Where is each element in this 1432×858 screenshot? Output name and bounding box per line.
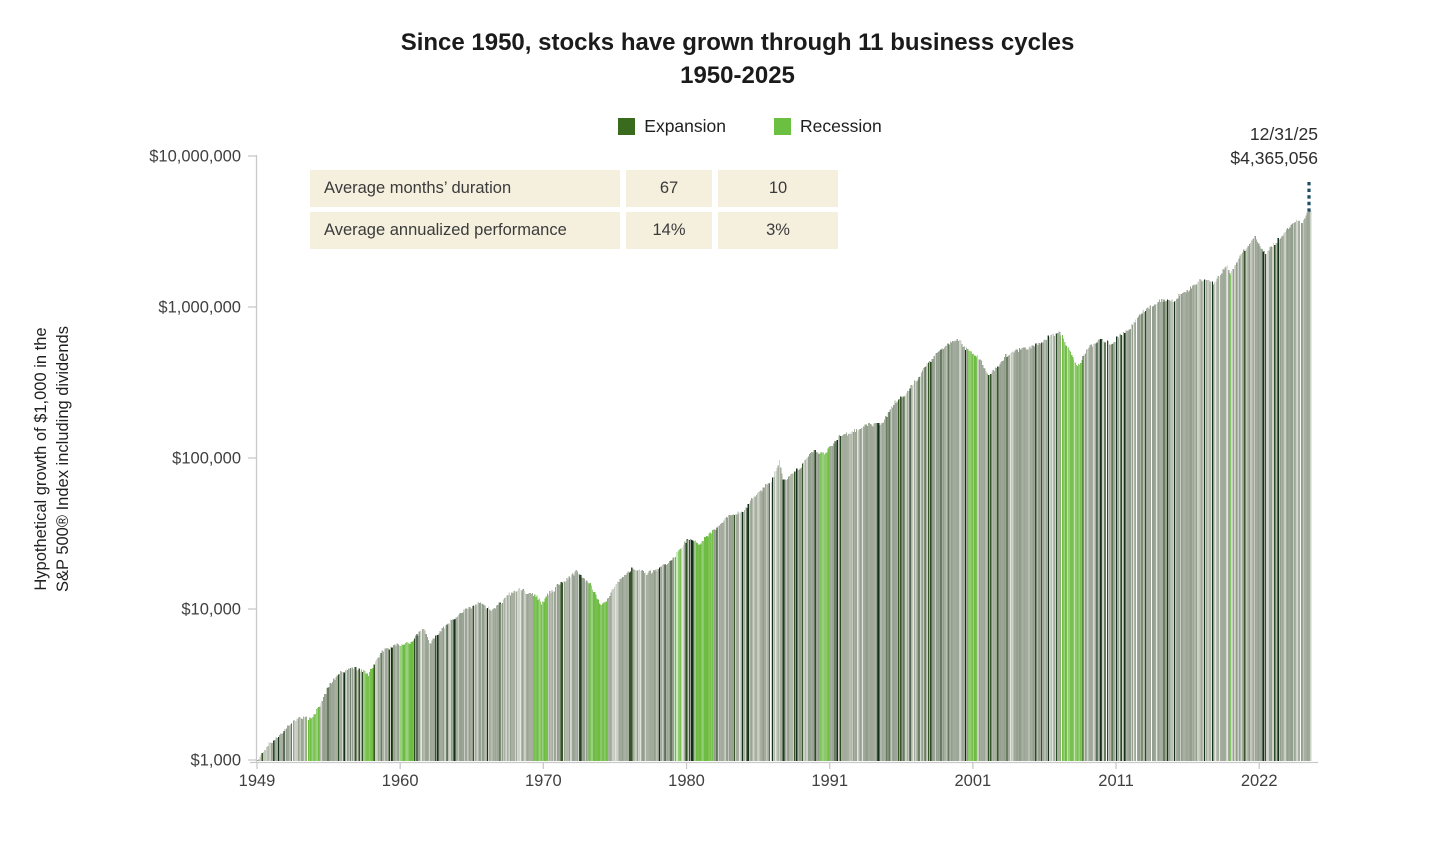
stats-performance-recession: 3% (718, 212, 838, 249)
chart-title-line1: Since 1950, stocks have grown through 11… (400, 29, 1075, 56)
y-tick-label: $10,000 (181, 601, 241, 619)
legend-item-expansion: Expansion (618, 116, 726, 137)
x-tick-label: 1980 (668, 772, 705, 790)
y-tick-label: $1,000,000 (158, 299, 241, 317)
x-tick-label: 1960 (382, 772, 419, 790)
chart-title: Since 1950, stocks have grown through 11… (200, 26, 1275, 92)
final-value-callout: 12/31/25 $4,365,056 (1230, 122, 1318, 170)
stats-performance-expansion: 14% (626, 212, 712, 249)
chart-title-line2: 1950-2025 (680, 62, 795, 89)
y-axis: $10,000,000 $1,000,000 $100,000 $10,000 $1,0… (149, 148, 258, 770)
legend-label-expansion: Expansion (644, 116, 726, 136)
y-axis-label-line2: S&P 500® Index including dividends (54, 326, 72, 592)
stats-row-duration-label: Average months’ duration (310, 170, 620, 207)
y-tick-label: $1,000 (191, 752, 241, 770)
expansion-swatch-icon (618, 118, 636, 135)
legend: Expansion Recession (560, 116, 940, 137)
y-axis-label-line1: Hypothetical growth of $1,000 in the (32, 327, 50, 591)
x-tick-label: 1949 (239, 772, 276, 790)
x-tick-label: 2001 (954, 772, 991, 790)
x-axis: 1949 1960 1970 1980 1991 2001 2011 2022 (239, 761, 1318, 790)
legend-item-recession: Recession (774, 116, 882, 137)
stats-duration-expansion: 67 (626, 170, 712, 207)
y-tick-label: $10,000,000 (149, 148, 241, 166)
recession-swatch-icon (774, 118, 791, 135)
callout-date: 12/31/25 (1249, 124, 1318, 144)
x-tick-label: 1991 (811, 772, 848, 790)
stats-row-performance-label: Average annualized performance (310, 212, 620, 249)
callout-value: $4,365,056 (1230, 148, 1318, 168)
monthly-bars (257, 209, 1312, 762)
stats-table: Average months’ duration 67 10 Average a… (310, 170, 838, 249)
x-tick-label: 1970 (525, 772, 562, 790)
y-axis-label: Hypothetical growth of $1,000 in the S&P… (30, 239, 74, 679)
y-tick-label: $100,000 (172, 450, 241, 468)
x-tick-label: 2022 (1241, 772, 1278, 790)
stats-duration-recession: 10 (718, 170, 838, 207)
x-tick-label: 2011 (1098, 772, 1133, 790)
legend-label-recession: Recession (800, 116, 882, 136)
